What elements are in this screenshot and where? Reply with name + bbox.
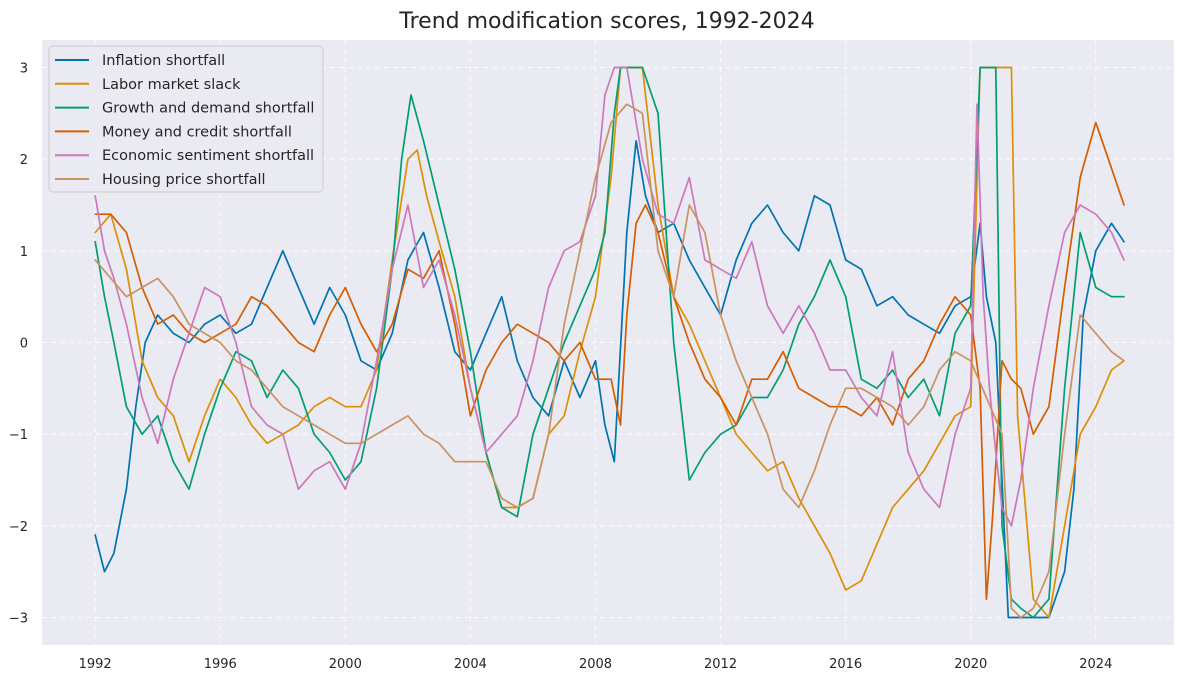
legend-label: Growth and demand shortfall xyxy=(102,101,314,117)
x-tick-label: 2024 xyxy=(1079,657,1112,672)
series-line-1 xyxy=(94,139,1125,619)
y-tick-label: 2 xyxy=(20,153,28,168)
x-tick-label: 1996 xyxy=(204,657,237,672)
y-tick-label: 0 xyxy=(20,337,28,352)
chart-title: Trend modification scores, 1992-2024 xyxy=(398,9,814,34)
series-line-5 xyxy=(94,66,1125,527)
series-lines xyxy=(94,66,1125,619)
x-tick-label: 2008 xyxy=(579,657,612,672)
series-line-4 xyxy=(94,121,1125,601)
y-tick-label: −2 xyxy=(9,520,28,535)
legend-label: Money and credit shortfall xyxy=(102,124,292,140)
y-tick-label: 1 xyxy=(20,245,28,260)
x-tick-label: 2016 xyxy=(829,657,862,672)
series-line-3 xyxy=(94,66,1125,619)
x-tick-label: 2004 xyxy=(454,657,487,672)
legend-box xyxy=(48,45,324,193)
y-tick-label: 3 xyxy=(20,62,28,77)
legend-label: Inflation shortfall xyxy=(102,53,225,69)
legend-label: Housing price shortfall xyxy=(102,172,266,188)
x-tick-label: 2000 xyxy=(329,657,362,672)
y-tick-label: −1 xyxy=(9,428,28,443)
axis-ticks: 1992 1996 2000 2004 2008 2012 2016 2020 2024 3 2 1 0… xyxy=(9,62,1113,673)
y-tick-label: −3 xyxy=(9,612,28,627)
series-line-6 xyxy=(94,103,1125,619)
x-tick-label: 2012 xyxy=(704,657,737,672)
legend-label: Economic sentiment shortfall xyxy=(102,148,314,164)
x-tick-label: 2020 xyxy=(954,657,987,672)
x-tick-label: 1992 xyxy=(79,657,112,672)
legend-label: Labor market slack xyxy=(102,77,241,93)
legend: Inflation shortfall Labor market slack Gro… xyxy=(48,45,324,193)
